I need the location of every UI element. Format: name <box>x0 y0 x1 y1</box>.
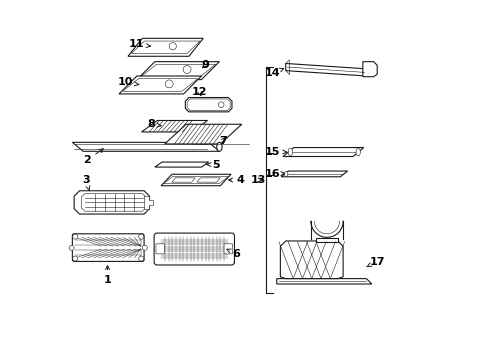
Polygon shape <box>119 76 201 94</box>
Text: 1: 1 <box>103 266 111 285</box>
Polygon shape <box>280 241 343 279</box>
Polygon shape <box>164 124 241 144</box>
Text: 15: 15 <box>264 147 286 157</box>
Text: 14: 14 <box>264 68 283 78</box>
Polygon shape <box>163 176 228 184</box>
Polygon shape <box>122 79 197 91</box>
Polygon shape <box>185 98 231 112</box>
Text: 2: 2 <box>82 149 103 165</box>
Text: 7: 7 <box>219 136 226 145</box>
Polygon shape <box>141 64 215 77</box>
Polygon shape <box>285 63 366 76</box>
Ellipse shape <box>284 171 287 176</box>
Ellipse shape <box>287 148 292 156</box>
Circle shape <box>73 256 78 261</box>
Polygon shape <box>144 196 153 209</box>
Polygon shape <box>281 171 347 177</box>
FancyBboxPatch shape <box>154 233 234 265</box>
Text: 10: 10 <box>118 77 139 87</box>
Polygon shape <box>74 191 149 214</box>
Ellipse shape <box>355 148 360 156</box>
Circle shape <box>142 245 147 250</box>
Text: 3: 3 <box>82 175 90 190</box>
Polygon shape <box>187 99 230 111</box>
FancyBboxPatch shape <box>156 244 164 254</box>
Circle shape <box>69 245 74 250</box>
Text: 13: 13 <box>250 175 265 185</box>
Text: 6: 6 <box>226 248 240 258</box>
Circle shape <box>139 256 143 261</box>
Polygon shape <box>171 178 195 182</box>
Circle shape <box>73 234 78 239</box>
Polygon shape <box>142 121 207 132</box>
Polygon shape <box>128 39 203 56</box>
Circle shape <box>183 66 191 73</box>
Text: 4: 4 <box>228 175 244 185</box>
Polygon shape <box>362 62 376 77</box>
Polygon shape <box>72 142 219 151</box>
Ellipse shape <box>216 142 222 151</box>
FancyBboxPatch shape <box>72 234 144 261</box>
Polygon shape <box>197 178 220 182</box>
Circle shape <box>218 102 224 108</box>
Polygon shape <box>131 41 200 54</box>
Circle shape <box>139 234 143 239</box>
Text: 5: 5 <box>206 159 219 170</box>
Text: 11: 11 <box>129 40 150 49</box>
Polygon shape <box>137 62 219 80</box>
Text: 9: 9 <box>201 60 208 70</box>
Text: 12: 12 <box>191 87 207 97</box>
Polygon shape <box>161 174 230 186</box>
Polygon shape <box>283 148 363 157</box>
Text: 17: 17 <box>366 257 384 267</box>
Polygon shape <box>155 162 208 167</box>
Polygon shape <box>316 238 337 242</box>
Circle shape <box>169 42 176 50</box>
Text: 8: 8 <box>147 120 161 129</box>
Polygon shape <box>81 194 145 211</box>
Circle shape <box>165 80 173 88</box>
Text: 16: 16 <box>264 168 284 179</box>
FancyBboxPatch shape <box>224 244 232 254</box>
Polygon shape <box>276 279 371 284</box>
